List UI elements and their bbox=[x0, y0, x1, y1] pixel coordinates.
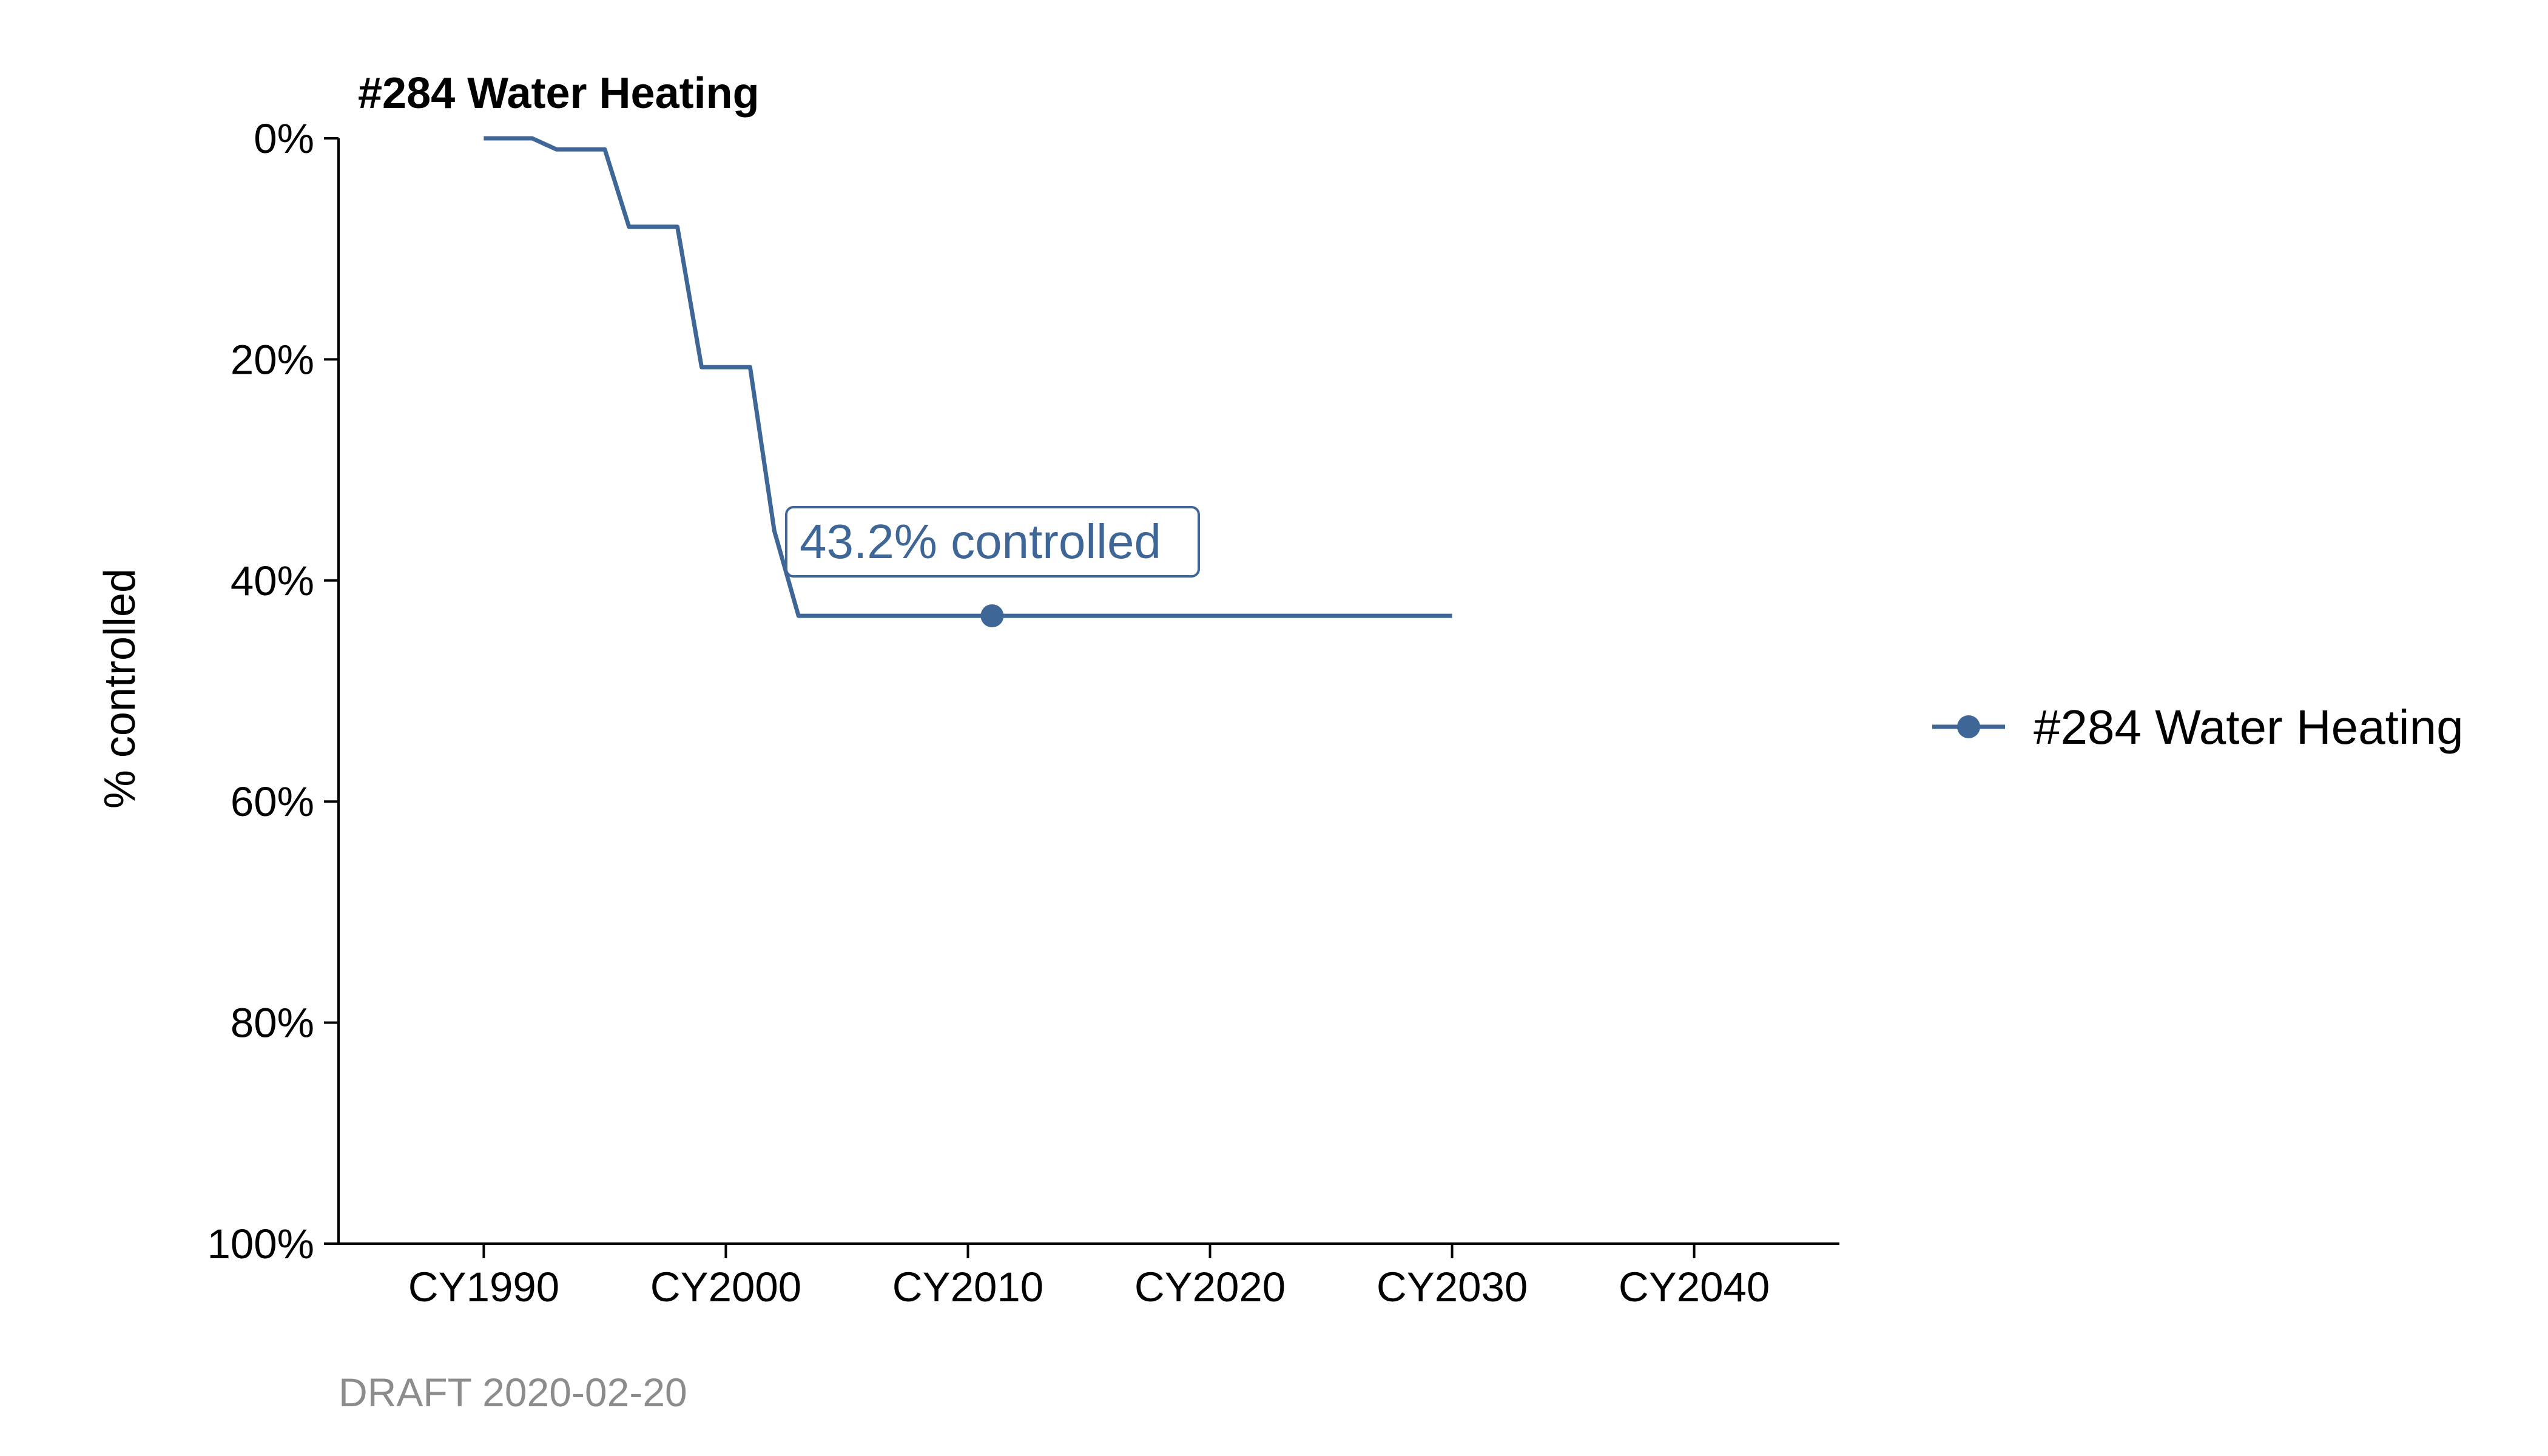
x-tick-label: CY2030 bbox=[1377, 1264, 1528, 1310]
x-axis: CY1990 CY2000 CY2010 CY2020 CY2030 CY2040 bbox=[339, 1242, 1839, 1310]
chart-title: #284 Water Heating bbox=[358, 69, 760, 118]
x-tick-label: CY2040 bbox=[1619, 1264, 1770, 1310]
annotation-box bbox=[785, 506, 1200, 578]
y-tick-label: 20% bbox=[231, 336, 314, 383]
y-tick-label: 100% bbox=[207, 1221, 314, 1267]
y-tick-label: 60% bbox=[231, 778, 314, 825]
annotation-label: 43.2% controlled bbox=[785, 506, 1200, 578]
x-tick-label: CY1990 bbox=[408, 1264, 559, 1310]
x-tick-label: CY2010 bbox=[892, 1264, 1043, 1310]
y-axis: 0% 20% 40% 60% 80% 100% bbox=[207, 115, 340, 1267]
draft-caption: DRAFT 2020-02-20 bbox=[339, 1370, 687, 1415]
y-tick-label: 0% bbox=[254, 115, 314, 162]
highlight-point bbox=[980, 604, 1004, 628]
x-tick-label: CY2000 bbox=[650, 1264, 801, 1310]
y-tick-label: 40% bbox=[231, 558, 314, 604]
legend: #284 Water Heating bbox=[1932, 700, 2464, 754]
annotation-text: 43.2% controlled bbox=[800, 514, 1161, 568]
series-layer bbox=[484, 136, 1452, 628]
y-axis-label: % controlled bbox=[96, 568, 144, 809]
legend-label: #284 Water Heating bbox=[2034, 700, 2464, 754]
series-line bbox=[484, 136, 1452, 618]
y-tick-label: 80% bbox=[231, 1000, 314, 1046]
x-tick-label: CY2020 bbox=[1134, 1264, 1286, 1310]
legend-marker-swatch bbox=[1957, 715, 1980, 738]
